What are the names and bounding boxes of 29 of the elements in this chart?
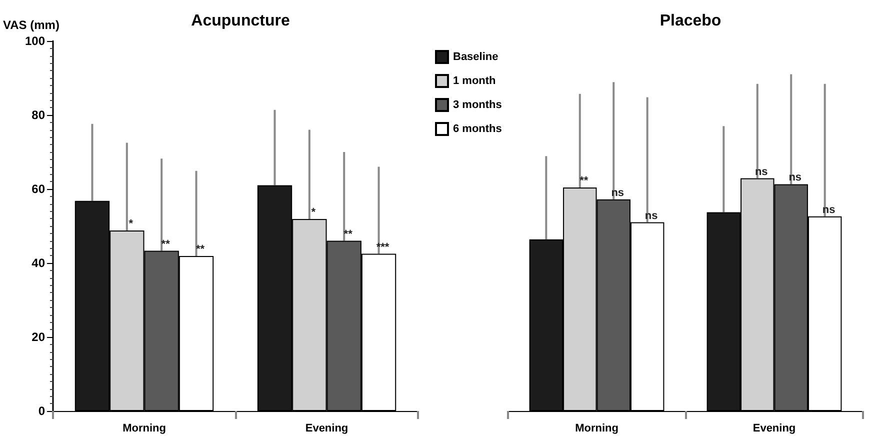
legend-label: Baseline: [453, 51, 498, 63]
data-label: ns: [611, 186, 624, 199]
x-tick-label: Evening: [752, 422, 796, 434]
y-tick-label: 20: [32, 330, 46, 344]
y-tick-label: 80: [32, 108, 46, 122]
y-axis-title: VAS (mm): [3, 18, 60, 32]
data-label: *: [128, 218, 134, 230]
legend-label: 6 months: [453, 123, 502, 135]
legend-label: 1 month: [453, 75, 496, 87]
data-label: **: [196, 243, 206, 256]
data-label: **: [161, 238, 171, 250]
data-label: *: [311, 206, 316, 218]
x-tick-label: Morning: [122, 422, 166, 434]
chart-title: Acupuncture: [191, 12, 290, 30]
y-tick-label: 0: [38, 404, 46, 418]
data-label: **: [580, 175, 589, 188]
data-label: ns: [754, 166, 768, 178]
x-tick-label: Morning: [575, 422, 618, 434]
y-tick-label: 60: [32, 182, 46, 196]
data-label: ns: [788, 172, 802, 184]
y-tick-label: 100: [24, 34, 46, 48]
data-label: **: [344, 228, 354, 240]
x-tick-label: Evening: [305, 422, 348, 434]
data-label: ns: [822, 204, 836, 216]
data-label: ***: [376, 241, 390, 254]
data-label: ns: [644, 210, 658, 222]
chart-title: Placebo: [660, 12, 722, 30]
y-tick-label: 40: [32, 256, 46, 270]
legend-label: 3 months: [453, 99, 502, 111]
